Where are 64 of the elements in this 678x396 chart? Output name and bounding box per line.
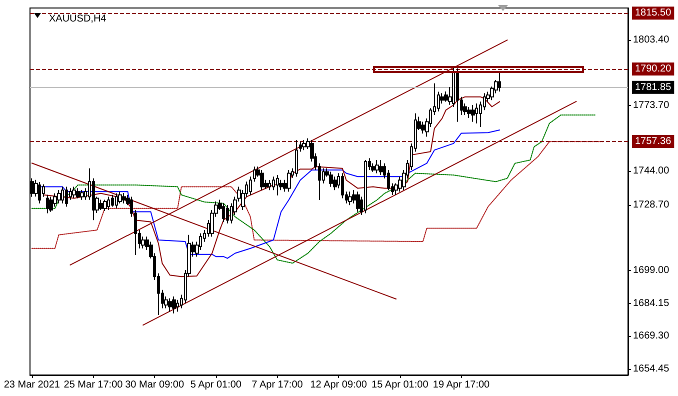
candlestick (61, 186, 64, 204)
candlestick (253, 166, 256, 182)
candlestick (302, 140, 306, 151)
y-tick-label: 1773.70 (633, 100, 670, 111)
x-tick-label: 5 Apr 01:00 (190, 380, 242, 390)
ref-line-label: 1781.85 (635, 82, 672, 93)
x-tick-label: 25 Mar 17:00 (64, 380, 124, 390)
candlestick (80, 190, 84, 200)
candlestick (115, 192, 118, 209)
candlestick (99, 199, 103, 210)
x-tick-label: 30 Mar 09:00 (125, 380, 184, 390)
y-tick-label: 1728.70 (633, 199, 670, 210)
line-series (31, 114, 596, 264)
candlestick (287, 169, 291, 192)
candlestick (172, 296, 176, 314)
candlestick (260, 169, 264, 191)
candlestick (72, 186, 76, 199)
candlestick (107, 196, 110, 210)
y-tick-label: 1803.40 (633, 34, 670, 46)
candlestick (103, 199, 107, 212)
candlestick (379, 160, 383, 176)
candlestick (176, 299, 179, 312)
candlestick (49, 196, 53, 212)
y-tick-label: 1744.00 (633, 166, 670, 177)
candlestick (46, 194, 49, 214)
candlestick (222, 202, 225, 222)
candlestick (375, 160, 379, 174)
y-tick-label: 1669.30 (633, 330, 670, 342)
ref-line-label: 1757.36 (635, 136, 672, 148)
candlestick (299, 141, 302, 152)
candlestick (444, 91, 448, 102)
candlestick (295, 140, 298, 178)
y-tick-label: 1684.15 (633, 298, 670, 309)
x-tick-label: 19 Apr 17:00 (432, 380, 490, 390)
candlestick (168, 298, 172, 312)
x-tick-label: 15 Apr 01:00 (372, 380, 429, 390)
candlestick (53, 192, 57, 208)
ref-line-label: 1815.50 (635, 8, 672, 19)
candlestick (226, 204, 229, 224)
x-tick-label: 23 Mar 2021 (4, 380, 60, 390)
candlestick (268, 180, 271, 191)
x-tick-label: 7 Apr 17:00 (252, 380, 304, 390)
y-tick-label: 1654.45 (633, 363, 670, 374)
candlestick (249, 176, 252, 196)
candlestick (471, 104, 475, 122)
candlestick (38, 182, 41, 204)
ref-line-label: 1790.20 (635, 63, 672, 74)
candlestick (329, 171, 333, 188)
candlestick (348, 191, 352, 206)
candlestick (65, 186, 68, 208)
candlestick (57, 190, 61, 204)
candlestick (356, 191, 360, 212)
candlestick (456, 68, 459, 122)
candlestick (498, 71, 501, 92)
candlestick (276, 174, 279, 196)
y-tick-label: 1699.00 (633, 264, 670, 276)
text: XAUUSD,H4 (49, 14, 107, 24)
candlestick (364, 160, 367, 214)
candlestick (467, 106, 471, 119)
x-tick-label: 12 Apr 09:00 (310, 380, 368, 390)
candlestick (76, 188, 80, 199)
candlestick (122, 192, 126, 204)
candlestick (475, 102, 478, 124)
candlestick (111, 194, 114, 208)
